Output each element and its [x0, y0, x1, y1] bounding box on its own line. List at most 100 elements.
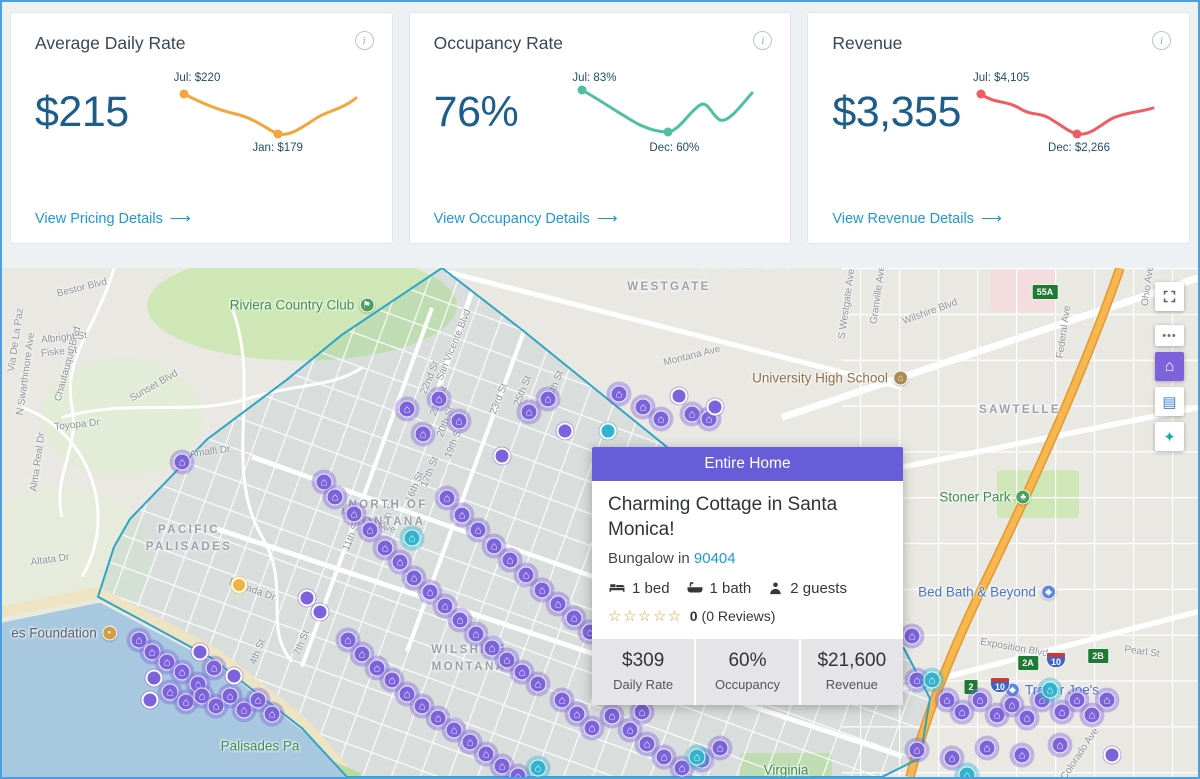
property-marker[interactable]	[145, 669, 163, 687]
property-marker[interactable]: ⌂	[606, 381, 632, 407]
view-revenue-details-link[interactable]: View Revenue Details ⟶	[832, 211, 1165, 227]
property-marker[interactable]	[493, 447, 511, 465]
property-marker[interactable]	[191, 643, 209, 661]
property-marker[interactable]: ⌂	[967, 687, 993, 713]
property-marker[interactable]: ⌂	[341, 501, 367, 527]
teal-property-marker[interactable]: ⌂	[525, 755, 551, 777]
property-marker[interactable]: ⌂	[974, 735, 1000, 761]
property-marker[interactable]	[556, 422, 574, 440]
teal-property-marker[interactable]: ⌂	[684, 744, 710, 770]
teal-property-marker[interactable]: ⌂	[399, 525, 425, 551]
property-marker[interactable]: ⌂	[545, 591, 571, 617]
poi-filter-button[interactable]: ✦	[1155, 422, 1184, 451]
property-marker[interactable]: ⌂	[494, 647, 520, 673]
property-marker[interactable]: ⌂	[505, 763, 531, 777]
info-icon[interactable]: i	[354, 31, 374, 50]
property-marker[interactable]: ⌂	[173, 689, 199, 715]
property-marker[interactable]	[670, 387, 688, 405]
property-marker[interactable]: ⌂	[525, 671, 551, 697]
property-marker[interactable]: ⌂	[509, 659, 535, 685]
property-marker[interactable]: ⌂	[426, 386, 452, 412]
property-marker[interactable]: ⌂	[409, 693, 435, 719]
property-marker[interactable]: ⌂	[311, 469, 337, 495]
property-marker[interactable]: ⌂	[529, 577, 555, 603]
teal-property-marker[interactable]: ⌂	[919, 667, 945, 693]
property-marker[interactable]: ⌂	[357, 517, 383, 543]
property-marker[interactable]	[1103, 746, 1121, 764]
property-marker[interactable]: ⌂	[434, 485, 460, 511]
property-marker[interactable]: ⌂	[904, 737, 930, 763]
property-marker[interactable]: ⌂	[410, 421, 436, 447]
property-marker[interactable]	[311, 603, 329, 621]
property-marker[interactable]: ⌂	[465, 517, 491, 543]
property-marker[interactable]: ⌂	[425, 705, 451, 731]
property-marker[interactable]: ⌂	[949, 699, 975, 725]
property-marker[interactable]: ⌂	[669, 755, 695, 777]
property-marker[interactable]: ⌂	[516, 399, 542, 425]
property-marker[interactable]: ⌂	[707, 735, 733, 761]
hotels-filter-button[interactable]: ▤	[1155, 387, 1184, 416]
property-marker[interactable]: ⌂	[513, 562, 539, 588]
property-marker[interactable]: ⌂	[630, 394, 656, 420]
property-marker[interactable]: ⌂	[1014, 705, 1040, 731]
property-marker[interactable]: ⌂	[579, 715, 605, 741]
poi-label[interactable]: Riviera Country Club ⚑	[230, 297, 375, 313]
property-marker[interactable]: ⌂	[441, 717, 467, 743]
property-marker[interactable]: ⌂	[449, 502, 475, 528]
property-marker[interactable]: ⌂	[564, 701, 590, 727]
property-marker[interactable]: ⌂	[599, 703, 625, 729]
more-options-button[interactable]: •••	[1155, 325, 1184, 346]
teal-property-marker[interactable]: ⌂	[954, 762, 980, 777]
property-marker[interactable]: ⌂	[1047, 732, 1073, 758]
property-marker[interactable]: ⌂	[126, 627, 152, 653]
property-marker[interactable]	[298, 589, 316, 607]
poi-label[interactable]: Virginia	[764, 763, 809, 778]
property-marker[interactable]: ⌂	[939, 745, 965, 771]
str-filter-button[interactable]: ⌂	[1155, 352, 1184, 381]
property-marker[interactable]	[141, 691, 159, 709]
property-marker[interactable]: ⌂	[489, 753, 515, 777]
property-marker[interactable]: ⌂	[1079, 702, 1105, 728]
property-marker[interactable]: ⌂	[479, 635, 505, 661]
property-marker[interactable]: ⌂	[497, 547, 523, 573]
teal-property-marker[interactable]	[599, 422, 617, 440]
property-marker[interactable]: ⌂	[651, 744, 677, 770]
highlight-marker[interactable]	[231, 577, 247, 593]
property-marker[interactable]: ⌂	[185, 671, 211, 697]
property-marker[interactable]: ⌂	[259, 701, 285, 727]
poi-label[interactable]: Bed Bath & Beyond ◆	[918, 584, 1056, 600]
property-marker[interactable]: ⌂	[432, 593, 458, 619]
poi-label[interactable]: Palisades Pa	[221, 739, 300, 754]
info-icon[interactable]: i	[753, 31, 773, 50]
property-marker[interactable]: ⌂	[481, 533, 507, 559]
property-marker[interactable]: ⌂	[1009, 742, 1035, 768]
arrow-icon: ⟶	[596, 211, 618, 227]
property-marker[interactable]: ⌂	[1094, 687, 1120, 713]
property-marker[interactable]: ⌂	[535, 386, 561, 412]
property-marker[interactable]: ⌂	[446, 408, 472, 434]
property-marker[interactable]: ⌂	[1049, 699, 1075, 725]
property-marker[interactable]: ⌂	[984, 702, 1010, 728]
property-marker[interactable]: ⌂	[169, 449, 195, 475]
property-marker[interactable]	[225, 667, 243, 685]
property-marker[interactable]: ⌂	[899, 623, 925, 649]
property-marker[interactable]: ⌂	[322, 484, 348, 510]
property-marker[interactable]: ⌂	[335, 627, 361, 653]
property-marker[interactable]: ⌂	[679, 401, 705, 427]
teal-property-marker[interactable]: ⌂	[1037, 677, 1063, 703]
fullscreen-button[interactable]	[1155, 282, 1184, 311]
view-pricing-details-link[interactable]: View Pricing Details ⟶	[35, 211, 368, 227]
zip-link[interactable]: 90404	[693, 550, 736, 568]
poi-label[interactable]: Stoner Park ♣	[939, 489, 1031, 505]
property-marker[interactable]	[706, 398, 724, 416]
view-occupancy-details-link[interactable]: View Occupancy Details ⟶	[434, 211, 767, 227]
property-marker[interactable]: ⌂	[201, 655, 227, 681]
property-marker[interactable]: ⌂	[394, 396, 420, 422]
info-icon[interactable]: i	[1152, 31, 1172, 50]
property-marker[interactable]: ⌂	[648, 406, 674, 432]
map[interactable]: San Vicente Blvd 26th St 25th St 23rd St 22n…	[2, 268, 1198, 777]
property-marker[interactable]: ⌂	[617, 717, 643, 743]
property-marker[interactable]: ⌂	[634, 731, 660, 757]
poi-label[interactable]: University High School ⌂	[752, 370, 908, 386]
poi-label[interactable]: es Foundation •	[11, 625, 117, 641]
